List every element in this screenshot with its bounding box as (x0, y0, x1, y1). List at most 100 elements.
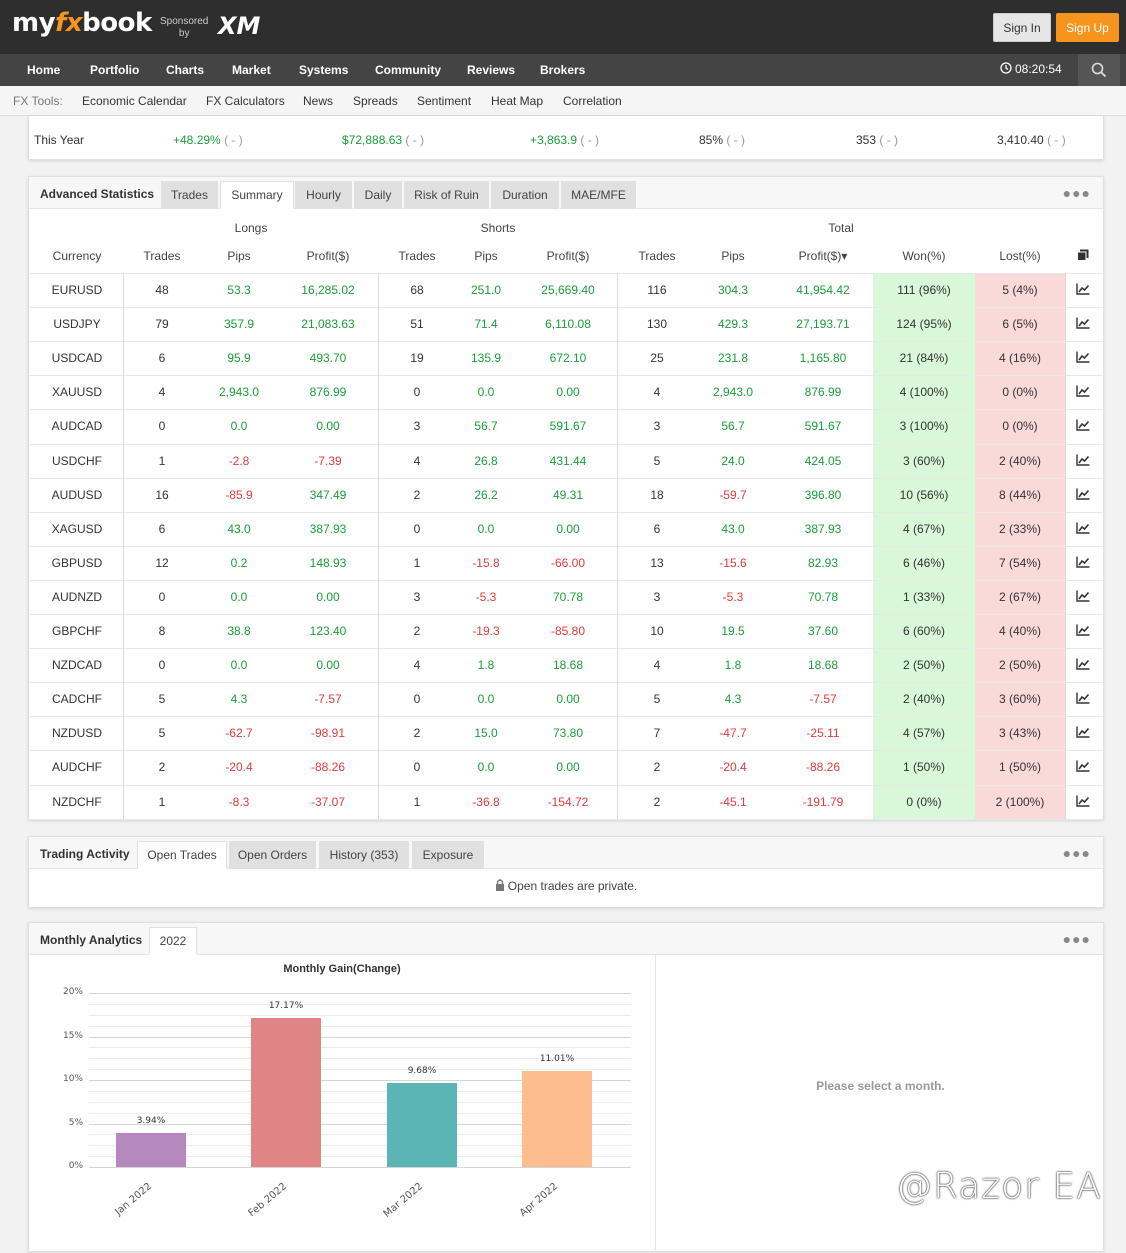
xm-logo[interactable]: XM (218, 12, 261, 40)
table-cell: -7.39 (314, 454, 342, 468)
open-trades-private: Open trades are private. (29, 879, 1103, 893)
trend-chart-icon[interactable] (1076, 385, 1090, 397)
nav-charts[interactable]: Charts (166, 63, 205, 77)
trend-chart-icon[interactable] (1076, 590, 1090, 602)
table-cell: USDCAD (51, 351, 103, 365)
tab-2022[interactable]: 2022 (149, 927, 197, 955)
tool-news[interactable]: News (303, 94, 334, 108)
table-cell: 0.0 (477, 692, 495, 706)
table-cell: 2 (50%) (902, 658, 946, 672)
chart-bar[interactable] (116, 1133, 186, 1167)
column-header[interactable]: Pips (721, 249, 745, 263)
column-header[interactable]: Trades (398, 249, 436, 263)
table-cell: 5 (653, 692, 661, 706)
table-cell: 111 (96%) (897, 283, 951, 297)
table-cell: -15.8 (472, 556, 500, 570)
column-header[interactable]: Profit($) (306, 249, 350, 263)
trend-chart-icon[interactable] (1076, 658, 1090, 670)
trend-chart-icon[interactable] (1076, 454, 1090, 466)
nav-community[interactable]: Community (375, 63, 441, 77)
trend-chart-icon[interactable] (1076, 419, 1090, 431)
table-cell: 82.93 (807, 556, 839, 570)
table-cell: 3 (100%) (899, 419, 949, 433)
trend-chart-icon[interactable] (1076, 283, 1090, 295)
tab-open-trades[interactable]: Open Trades (137, 841, 227, 869)
tool-fx-calculators[interactable]: FX Calculators (206, 94, 285, 108)
trend-chart-icon[interactable] (1076, 726, 1090, 738)
advanced-statistics-header: Advanced Statistics Trades Summary Hourl… (29, 177, 1103, 209)
column-header[interactable]: Profit($)▾ (798, 249, 848, 263)
table-cell: 148.93 (309, 556, 347, 570)
table-cell: 1,165.80 (799, 351, 847, 365)
table-cell: 27,193.71 (796, 317, 850, 331)
trend-chart-icon[interactable] (1076, 795, 1090, 807)
table-cell: 1 (50%) (902, 760, 946, 774)
tool-spreads[interactable]: Spreads (353, 94, 398, 108)
table-cell: 2,943.0 (218, 385, 260, 399)
table-cell: 0.00 (556, 522, 580, 536)
tab-hourly[interactable]: Hourly (295, 181, 353, 209)
tool-economic-calendar[interactable]: Economic Calendar (82, 94, 187, 108)
tab-trades[interactable]: Trades (161, 181, 219, 209)
trend-chart-icon[interactable] (1076, 317, 1090, 329)
nav-market[interactable]: Market (232, 63, 271, 77)
chart-gridline (89, 1080, 631, 1081)
more-options-icon[interactable]: ●●● (1062, 185, 1091, 201)
row-separator (29, 750, 1103, 751)
table-cell: XAUUSD (51, 385, 102, 399)
monthly-more-options-icon[interactable]: ●●● (1062, 931, 1091, 947)
activity-more-options-icon[interactable]: ●●● (1062, 845, 1091, 861)
chart-bar[interactable] (251, 1018, 321, 1167)
tool-heat-map[interactable]: Heat Map (491, 94, 544, 108)
table-cell: 18 (650, 488, 664, 502)
sign-in-button[interactable]: Sign In (993, 13, 1051, 42)
trend-chart-icon[interactable] (1076, 624, 1090, 636)
tool-correlation[interactable]: Correlation (563, 94, 622, 108)
tab-history[interactable]: History (353) (319, 841, 410, 869)
logo-fx: fx (55, 8, 83, 38)
nav-brokers[interactable]: Brokers (540, 63, 586, 77)
myfxbook-logo[interactable]: myfxbook (12, 8, 152, 38)
table-cell: 304.3 (717, 283, 749, 297)
column-header[interactable]: Pips (227, 249, 251, 263)
sign-up-button[interactable]: Sign Up (1056, 13, 1119, 42)
chart-bar[interactable] (387, 1083, 457, 1167)
column-header[interactable]: Lost(%) (999, 249, 1041, 263)
nav-systems[interactable]: Systems (299, 63, 349, 77)
search-button[interactable] (1078, 54, 1120, 86)
column-header[interactable]: Pips (474, 249, 498, 263)
tool-sentiment[interactable]: Sentiment (417, 94, 472, 108)
tab-open-orders[interactable]: Open Orders (229, 841, 317, 869)
this-year-trades: 353 ( - ) (856, 133, 898, 147)
table-cell: 0.00 (316, 590, 340, 604)
nav-portfolio[interactable]: Portfolio (90, 63, 140, 77)
nav-home[interactable]: Home (27, 63, 61, 77)
chart-bar[interactable] (522, 1071, 592, 1167)
tab-exposure[interactable]: Exposure (412, 841, 485, 869)
chart-gridline (89, 1156, 631, 1157)
trend-chart-icon[interactable] (1076, 488, 1090, 500)
sponsored-line1: Sponsored (160, 16, 209, 27)
table-cell: 2 (40%) (998, 454, 1042, 468)
tab-summary[interactable]: Summary (220, 181, 294, 209)
trend-chart-icon[interactable] (1076, 351, 1090, 363)
column-header[interactable]: Currency (52, 249, 102, 263)
table-cell: 18.68 (807, 658, 839, 672)
table-cell: -37.07 (310, 795, 346, 809)
copy-icon[interactable] (1077, 249, 1089, 261)
tab-mae-mfe[interactable]: MAE/MFE (561, 181, 637, 209)
table-cell: -8.3 (228, 795, 250, 809)
tab-risk-of-ruin[interactable]: Risk of Ruin (404, 181, 490, 209)
nav-reviews[interactable]: Reviews (467, 63, 516, 77)
trend-chart-icon[interactable] (1076, 556, 1090, 568)
tab-daily[interactable]: Daily (354, 181, 403, 209)
column-header[interactable]: Trades (638, 249, 676, 263)
trend-chart-icon[interactable] (1076, 692, 1090, 704)
column-header[interactable]: Trades (143, 249, 181, 263)
bar-data-label: 17.17% (268, 1001, 304, 1011)
trend-chart-icon[interactable] (1076, 522, 1090, 534)
column-header[interactable]: Won(%) (902, 249, 946, 263)
tab-duration[interactable]: Duration (491, 181, 560, 209)
trend-chart-icon[interactable] (1076, 760, 1090, 772)
column-header[interactable]: Profit($) (546, 249, 590, 263)
